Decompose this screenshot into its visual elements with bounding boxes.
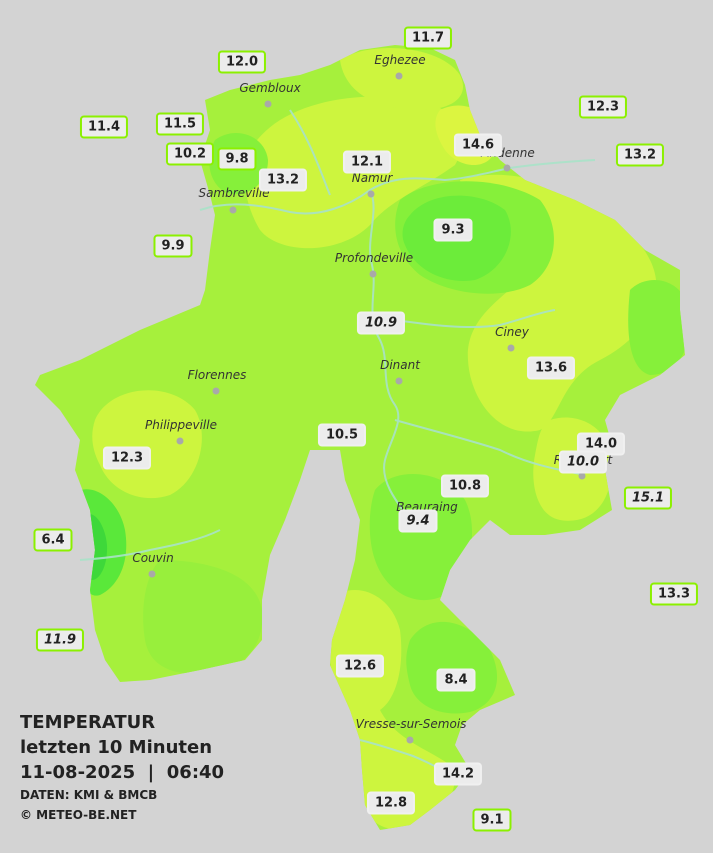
temperature-badge[interactable]: 10.9 [356, 311, 406, 335]
temperature-badge[interactable]: 9.8 [217, 147, 257, 171]
legend-source: DATEN: KMI & BMCB [20, 788, 158, 802]
map-legend: TEMPERATUR letzten 10 Minuten 11-08-2025… [20, 710, 224, 825]
temperature-badge[interactable]: 11.5 [155, 112, 205, 136]
town-marker [369, 270, 377, 278]
town-marker [395, 72, 403, 80]
temperature-badge[interactable]: 12.3 [102, 446, 152, 470]
temperature-badge[interactable]: 11.4 [79, 115, 129, 139]
town-marker [264, 100, 272, 108]
temperature-badge[interactable]: 11.7 [403, 26, 453, 50]
temperature-badge[interactable]: 15.1 [623, 486, 673, 510]
town-label-couvin: Couvin [132, 551, 174, 565]
legend-title: TEMPERATUR [20, 712, 156, 733]
town-marker [503, 164, 511, 172]
cool-zone-beauraing [369, 473, 473, 601]
temperature-badge[interactable]: 14.6 [453, 133, 503, 157]
temperature-badge[interactable]: 11.9 [35, 628, 85, 652]
river-north [289, 109, 331, 196]
temperature-badge[interactable]: 10.0 [558, 450, 608, 474]
town-label-dinant: Dinant [380, 358, 420, 372]
town-label-namur: Namur [351, 171, 393, 185]
town-label-philippeville: Philippeville [145, 418, 217, 432]
river-lesse [394, 309, 556, 329]
river-meuse-south [369, 189, 411, 521]
cool-zone-east-edge [628, 280, 685, 375]
temperature-badge[interactable]: 13.2 [258, 168, 308, 192]
cool-zone-vresse [406, 621, 498, 714]
temperature-badge[interactable]: 12.6 [335, 654, 385, 678]
town-marker [367, 190, 375, 198]
town-marker [148, 570, 156, 578]
warm-zone-philippeville [92, 390, 202, 499]
warm-zone-north-top [340, 48, 464, 110]
temperature-badge[interactable]: 13.2 [615, 143, 665, 167]
town-marker [176, 437, 184, 445]
temperature-badge[interactable]: 12.0 [217, 50, 267, 74]
town-marker [229, 206, 237, 214]
town-label-profondeville: Profondeville [334, 251, 414, 265]
temperature-badge[interactable]: 9.9 [153, 234, 193, 258]
temperature-badge[interactable]: 6.4 [33, 528, 73, 552]
town-marker [395, 377, 403, 385]
town-label-ciney: Ciney [495, 325, 529, 339]
legend-datetime: 11-08-2025 | 06:40 [20, 762, 225, 783]
temperature-badge[interactable]: 12.3 [578, 95, 628, 119]
town-marker [578, 472, 586, 480]
river-sambre-meuse [199, 159, 596, 215]
temperature-badge[interactable]: 10.8 [440, 474, 490, 498]
temperature-badge[interactable]: 9.4 [398, 509, 438, 533]
town-label-sambreville: Sambreville [198, 186, 270, 200]
temperature-badge[interactable]: 9.1 [472, 808, 512, 832]
river-viroin [79, 529, 221, 561]
temperature-badge[interactable]: 8.4 [436, 668, 476, 692]
temperature-badge[interactable]: 12.1 [342, 150, 392, 174]
town-label-florennes: Florennes [187, 368, 247, 382]
town-label-vresse-sur-semois: Vresse-sur-Semois [355, 717, 467, 731]
town-marker [507, 344, 515, 352]
temperature-badge[interactable]: 10.2 [165, 142, 215, 166]
town-label-gembloux: Gembloux [239, 81, 301, 95]
temperature-badge[interactable]: 10.5 [317, 423, 367, 447]
temperature-badge[interactable]: 13.3 [649, 582, 699, 606]
town-marker [406, 736, 414, 744]
temperature-badge[interactable]: 12.8 [366, 791, 416, 815]
town-label-eghezee: Eghezee [374, 53, 426, 67]
temperature-badge[interactable]: 14.2 [433, 762, 483, 786]
cool-zone-south-edge [143, 560, 263, 674]
legend-subtitle: letzten 10 Minuten [20, 737, 213, 758]
town-marker [212, 387, 220, 395]
temperature-badge[interactable]: 13.6 [526, 356, 576, 380]
legend-copyright: © METEO-BE.NET [20, 808, 137, 822]
temperature-badge[interactable]: 9.3 [433, 218, 473, 242]
